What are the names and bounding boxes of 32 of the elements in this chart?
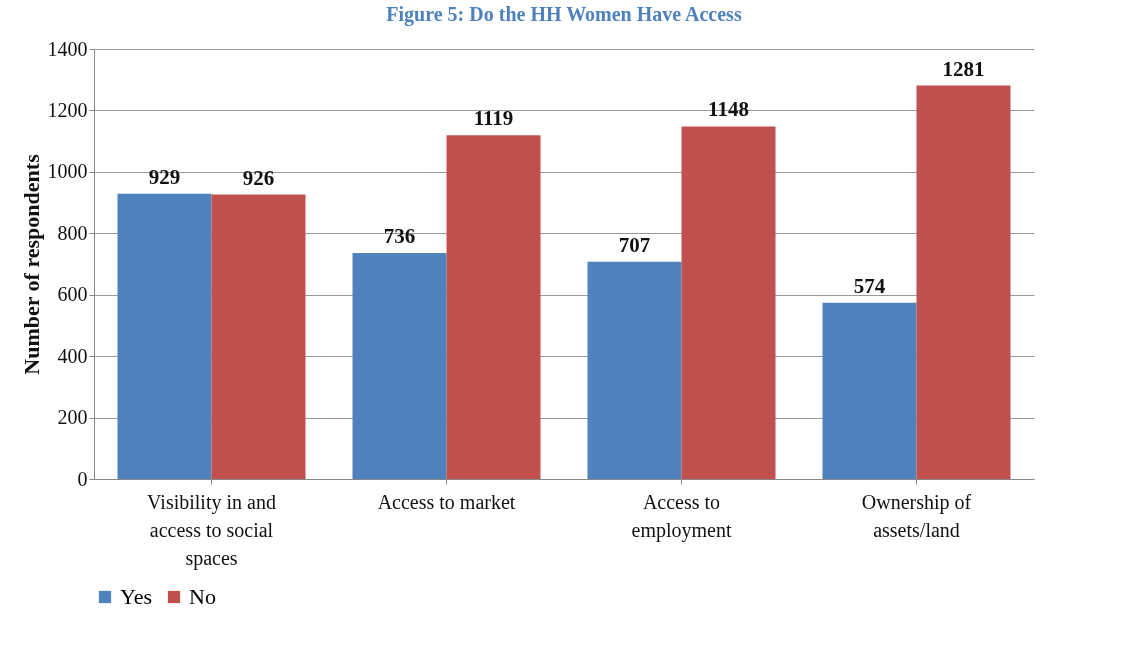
y-tick-label: 1000: [47, 160, 88, 183]
data-label: 926: [242, 165, 275, 190]
data-label: 929: [148, 164, 181, 189]
y-tick-label: 1400: [47, 37, 88, 60]
legend-label: Yes: [120, 584, 153, 609]
x-tick-label: Access to employment: [631, 490, 732, 542]
bar: [587, 261, 682, 479]
y-tick-label: 800: [57, 221, 88, 244]
data-label: 1119: [473, 106, 514, 131]
y-tick-label: 400: [57, 344, 88, 367]
y-tick-label: 600: [57, 283, 88, 306]
bar: [352, 252, 447, 479]
data-label: 1281: [942, 56, 985, 81]
data-label: 1148: [708, 97, 749, 122]
y-tick-label: 0: [77, 467, 88, 490]
x-tick-label: Ownership of assets/land: [861, 490, 972, 541]
data-label: 736: [383, 223, 416, 248]
bar: [681, 126, 776, 479]
x-tick-label: Access to market: [377, 490, 516, 513]
x-tick-label: Visibility in and access to social spaces: [147, 490, 276, 570]
data-label: 707: [618, 232, 651, 257]
y-tick-label: 1200: [47, 98, 88, 121]
bar: [822, 302, 917, 479]
chart-title: Figure 5: Do the HH Women Have Access: [386, 3, 742, 26]
bar: [117, 193, 212, 479]
bar: [916, 85, 1011, 479]
legend-label: No: [189, 584, 216, 609]
data-label: 574: [853, 273, 886, 298]
y-axis-title: Number of respondents: [18, 153, 44, 375]
y-tick-label: 200: [57, 406, 88, 429]
bar: [211, 194, 306, 479]
bar: [446, 135, 541, 479]
